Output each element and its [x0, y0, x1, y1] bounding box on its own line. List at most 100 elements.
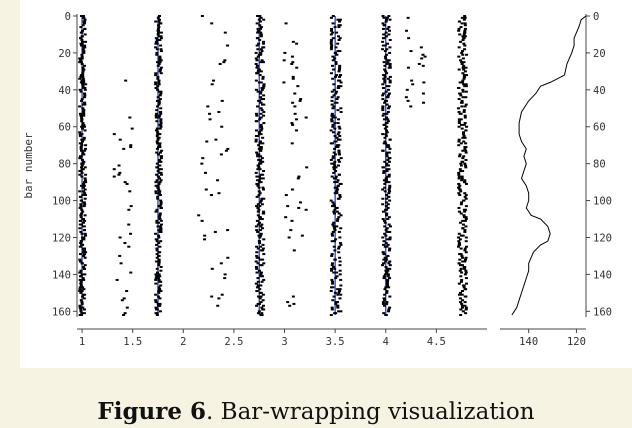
onset-marker — [260, 157, 264, 160]
onset-marker — [262, 114, 266, 117]
onset-marker — [259, 155, 263, 158]
onset-marker — [330, 90, 334, 93]
onset-marker — [204, 188, 208, 191]
y-tick-label: 20 — [58, 48, 71, 60]
onset-marker — [383, 160, 387, 163]
onset-marker — [157, 229, 161, 232]
onset-marker — [81, 210, 85, 213]
onset-marker — [78, 278, 82, 281]
onset-marker — [329, 158, 333, 161]
onset-marker — [129, 271, 133, 274]
onset-marker — [384, 286, 388, 289]
onset-marker — [459, 26, 463, 29]
onset-marker — [258, 205, 262, 208]
onset-marker — [336, 133, 340, 136]
onset-marker — [457, 173, 461, 176]
onset-marker — [384, 179, 388, 182]
onset-marker — [81, 85, 85, 88]
onset-marker — [154, 86, 158, 89]
side-y-tick-label: 80 — [593, 159, 606, 171]
onset-marker — [154, 72, 158, 75]
onset-marker — [457, 120, 461, 123]
onset-marker — [118, 236, 122, 239]
onset-marker — [130, 127, 134, 130]
onset-marker — [457, 110, 461, 113]
onset-marker — [462, 216, 466, 219]
onset-marker — [79, 284, 83, 287]
onset-marker — [333, 26, 337, 29]
onset-marker — [382, 118, 386, 121]
onset-marker — [332, 225, 336, 228]
onset-marker — [259, 107, 263, 110]
onset-marker — [156, 166, 160, 169]
onset-marker — [159, 35, 163, 38]
onset-marker — [332, 271, 336, 274]
onset-marker — [156, 131, 160, 134]
onset-marker — [460, 306, 464, 309]
onset-marker — [462, 18, 466, 21]
onset-marker — [332, 162, 336, 165]
onset-marker — [158, 288, 162, 291]
onset-marker — [154, 184, 158, 187]
onset-marker — [329, 16, 333, 19]
onset-marker — [330, 175, 334, 178]
onset-marker — [381, 22, 385, 25]
onset-marker — [78, 112, 82, 115]
side-x-tick-label: 140 — [519, 336, 538, 348]
onset-marker — [332, 68, 336, 71]
onset-marker — [78, 133, 82, 136]
onset-marker — [386, 77, 390, 80]
onset-marker — [218, 62, 222, 65]
onset-marker — [461, 53, 465, 56]
onset-marker — [83, 92, 87, 95]
onset-marker — [457, 98, 461, 101]
onset-marker — [157, 234, 161, 237]
onset-marker — [158, 171, 162, 174]
onset-marker — [338, 260, 342, 263]
onset-marker — [261, 212, 265, 215]
onset-marker — [383, 68, 387, 71]
onset-marker — [197, 214, 201, 217]
onset-marker — [336, 146, 340, 149]
onset-marker — [83, 192, 87, 195]
onset-marker — [262, 197, 266, 200]
onset-marker — [383, 140, 387, 143]
onset-marker — [459, 123, 463, 126]
onset-marker — [337, 151, 341, 154]
onset-marker — [388, 306, 392, 309]
onset-marker — [159, 269, 163, 272]
onset-marker — [158, 160, 162, 163]
x-tick-label: 1.5 — [123, 336, 142, 348]
onset-marker — [339, 182, 343, 185]
onset-marker — [337, 160, 341, 163]
onset-marker — [257, 18, 261, 21]
onset-marker — [458, 221, 462, 224]
onset-marker — [387, 262, 391, 265]
onset-marker — [158, 304, 162, 307]
y-tick-label: 40 — [58, 85, 71, 97]
onset-marker — [256, 164, 260, 167]
onset-marker — [78, 304, 82, 307]
onset-marker — [83, 44, 87, 47]
onset-marker — [224, 149, 228, 152]
onset-marker — [388, 29, 392, 32]
onset-marker — [291, 123, 295, 126]
onset-marker — [124, 79, 128, 82]
onset-marker — [463, 195, 467, 198]
onset-marker — [159, 201, 163, 204]
onset-marker — [337, 24, 341, 27]
onset-marker — [337, 212, 341, 215]
onset-marker — [159, 122, 163, 125]
onset-marker — [458, 269, 462, 272]
onset-marker — [405, 29, 409, 32]
onset-marker — [82, 46, 86, 49]
onset-marker — [80, 262, 84, 265]
onset-marker — [382, 77, 386, 80]
onset-marker — [332, 266, 336, 269]
onset-marker — [259, 275, 263, 278]
onset-marker — [158, 123, 162, 126]
y-tick-label: 120 — [52, 232, 71, 244]
onset-marker — [463, 44, 467, 47]
onset-marker — [81, 295, 85, 298]
onset-marker — [385, 301, 389, 304]
